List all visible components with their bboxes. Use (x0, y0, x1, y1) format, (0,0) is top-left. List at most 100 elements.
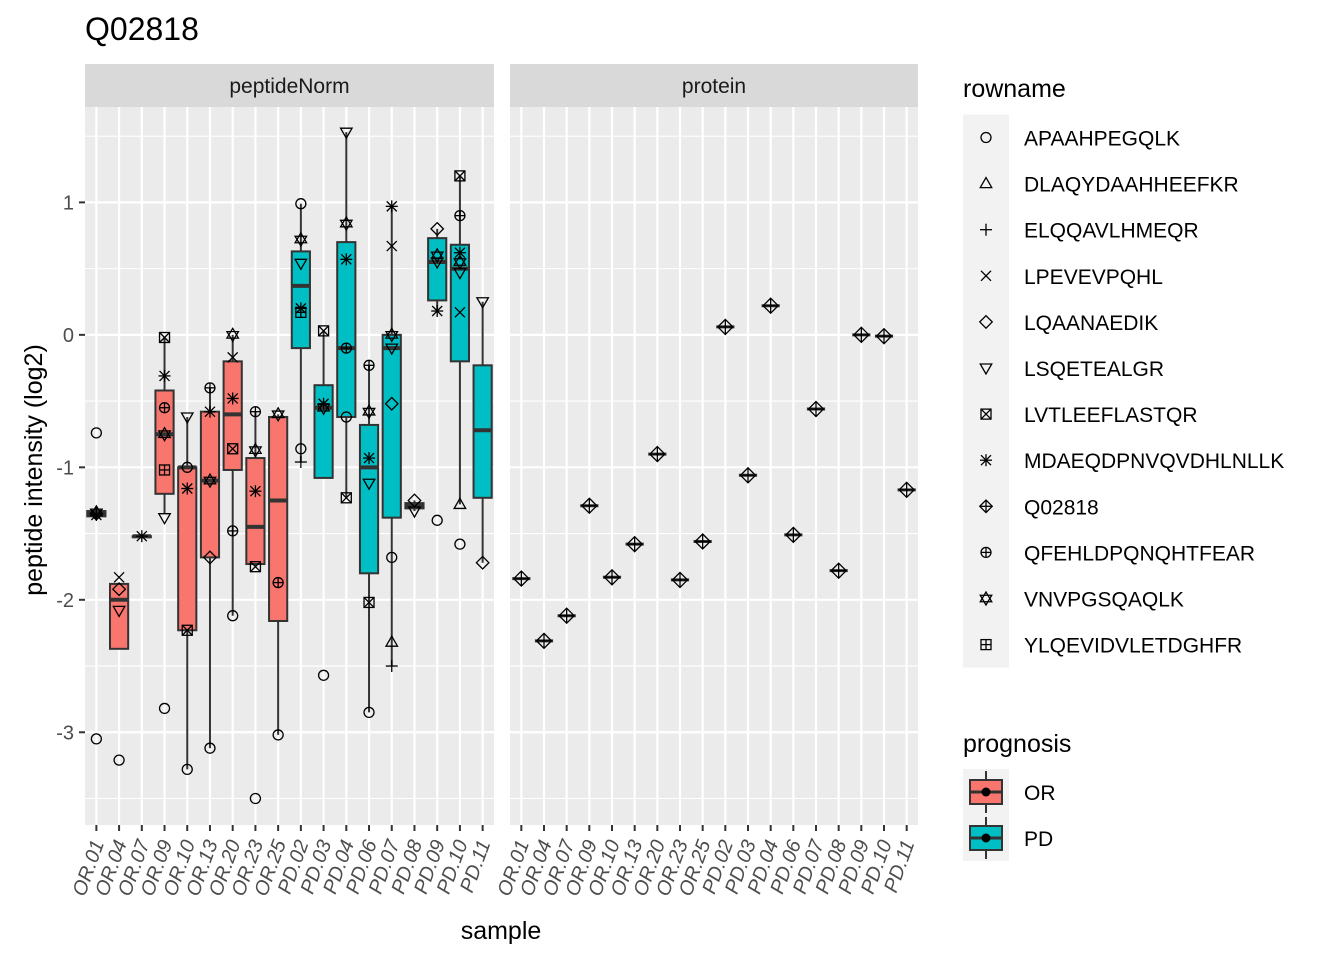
point-YLQEVIDVLETDGHFR (158, 464, 171, 476)
point-LVTLEEFLASTQR (363, 596, 375, 609)
protein-point (739, 466, 757, 484)
protein-point (558, 607, 576, 625)
legend-label: VNVPGSQAQLK (1024, 589, 1184, 612)
facet-strip (510, 64, 918, 107)
legend-item-LSQETEALGR: LSQETEALGR (963, 345, 1164, 391)
legend-key-ELQQAVLHMEQR (980, 223, 992, 236)
box-PD.08 (404, 500, 425, 512)
y-tick-label: -1 (56, 457, 74, 479)
legend-item-APAAHPEGQLK: APAAHPEGQLK (963, 114, 1180, 161)
protein-point (580, 497, 598, 515)
point-LSQETEALGR (112, 605, 126, 618)
point-LVTLEEFLASTQR (158, 331, 171, 344)
point-LVTLEEFLASTQR (181, 624, 193, 636)
point-YLQEVIDVLETDGHFR (295, 306, 307, 318)
point-DLAQYDAAHHEEFKR (384, 634, 399, 647)
point-DLAQYDAAHHEEFKR (453, 497, 467, 510)
point-MDAEQDPNVQVDHLNLLK (203, 405, 216, 418)
legend-label: LSQETEALGR (1024, 358, 1164, 381)
legend-key-background (963, 160, 1009, 207)
legend-item-VNVPGSQAQLK: VNVPGSQAQLK (963, 575, 1184, 622)
point-APAAHPEGQLK (181, 461, 193, 473)
point-MDAEQDPNVQVDHLNLLK (431, 305, 444, 318)
point-MDAEQDPNVQVDHLNLLK (453, 246, 466, 259)
legend-key-background (963, 345, 1009, 391)
legend-item-QFEHLDPQNQHTFEAR: QFEHLDPQNQHTFEAR (963, 529, 1255, 576)
point-APAAHPEGQLK (340, 411, 352, 423)
point-QFEHLDPQNQHTFEAR (158, 402, 171, 414)
protein-point (603, 568, 621, 586)
outlier-point (113, 754, 125, 766)
protein-point (512, 570, 530, 588)
point-VNVPGSQAQLK (225, 327, 240, 343)
legend-label: PD (1024, 828, 1053, 851)
legend-prognosis-keys: OR PD (963, 769, 1056, 861)
point-VNVPGSQAQLK (157, 426, 172, 442)
box-OR.20 (222, 334, 243, 616)
facet-strip (85, 64, 494, 107)
point-LVTLEEFLASTQR (317, 325, 330, 337)
protein-point (626, 535, 644, 553)
legend: rowname APAAHPEGQLK DLAQYDAAHHEEFKR ELQQAV… (963, 75, 1284, 861)
legend-item-YLQEVIDVLETDGHFR: YLQEVIDVLETDGHFR (963, 621, 1242, 668)
point-APAAHPEGQLK (227, 610, 239, 622)
point-LSQETEALGR (339, 127, 354, 140)
point-LPEVEVPQHL (454, 306, 466, 318)
legend-key-VNVPGSQAQLK (979, 590, 993, 607)
protein-point (535, 632, 553, 650)
legend-item-ELQQAVLHMEQR: ELQQAVLHMEQR (963, 206, 1199, 253)
point-VNVPGSQAQLK (384, 327, 399, 343)
legend-label: LPEVEVPQHL (1024, 266, 1163, 289)
legend-rowname-title: rowname (963, 75, 1066, 103)
legend-key-dot (981, 833, 991, 843)
box-iqr (381, 333, 402, 519)
point-LQAANAEDIK (111, 582, 127, 597)
legend-label: LQAANAEDIK (1024, 312, 1158, 335)
point-MDAEQDPNVQVDHLNLLK (363, 452, 376, 465)
point-LPEVEVPQHL (113, 571, 125, 583)
y-tick-label: 0 (63, 325, 74, 347)
panel-protein: protein (510, 64, 918, 825)
box-PD.07 (381, 206, 402, 667)
outlier-point (158, 702, 171, 715)
outlier-point (317, 669, 330, 681)
legend-label: ELQQAVLHMEQR (1024, 220, 1199, 243)
box-iqr (449, 243, 471, 363)
point-LVTLEEFLASTQR (249, 561, 262, 573)
point-APAAHPEGQLK (181, 763, 193, 776)
protein-point (807, 400, 825, 418)
point-APAAHPEGQLK (272, 729, 284, 741)
point-LSQETEALGR (453, 267, 467, 280)
point-MDAEQDPNVQVDHLNLLK (385, 200, 398, 213)
box-PD.04 (336, 132, 357, 498)
legend-key-LVTLEEFLASTQR (980, 408, 992, 420)
point-VNVPGSQAQLK (316, 399, 331, 416)
outlier-point (90, 427, 103, 439)
point-VNVPGSQAQLK (339, 215, 354, 232)
box-iqr (358, 423, 380, 575)
point-QFEHLDPQNQHTFEAR (363, 359, 375, 371)
legend-key-LSQETEALGR (979, 363, 993, 376)
legend-label: QFEHLDPQNQHTFEAR (1024, 542, 1255, 565)
panel-background (85, 107, 494, 825)
point-MDAEQDPNVQVDHLNLLK (90, 509, 103, 522)
legend-item-PD: PD (963, 815, 1053, 861)
legend-key-APAAHPEGQLK (980, 131, 992, 144)
point-LSQETEALGR (475, 297, 490, 310)
legend-label: MDAEQDPNVQVDHLNLLK (1024, 450, 1284, 473)
box-iqr (290, 250, 311, 350)
point-QFEHLDPQNQHTFEAR (340, 342, 352, 354)
point-VNVPGSQAQLK (362, 403, 376, 420)
point-LQAANAEDIK (384, 396, 399, 411)
point-LSQETEALGR (180, 412, 195, 425)
point-LSQETEALGR (407, 506, 422, 519)
box-iqr (245, 457, 266, 566)
box-iqr (336, 241, 357, 418)
point-APAAHPEGQLK (295, 443, 307, 455)
legend-label: OR (1024, 782, 1056, 805)
point-VNVPGSQAQLK (271, 406, 286, 423)
y-axis: -3 -2 -1 0 1 (56, 192, 85, 744)
outlier-point (431, 514, 443, 526)
legend-key-Q02818 (978, 499, 994, 514)
protein-point (648, 445, 666, 463)
